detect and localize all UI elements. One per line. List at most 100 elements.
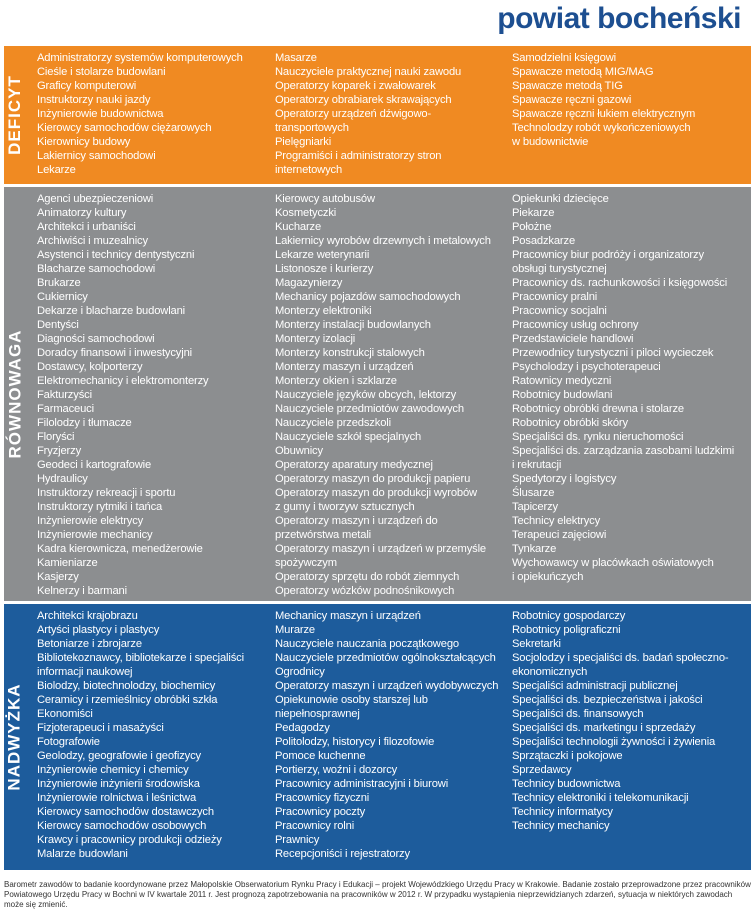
occupation-item: Asystenci i technicy dentystyczni [37, 249, 195, 261]
occupation-item: Sekretarki [512, 638, 561, 650]
occupation-item: Kamieniarze [37, 557, 98, 569]
occupation-item: Doradcy finansowi i inwestycyjni [37, 347, 192, 359]
occupation-item: Technolodzy robót wykończeniowych w budo… [512, 122, 691, 148]
occupation-item: Ceramicy i rzemieślnicy obróbki szkła [37, 694, 218, 706]
nadwyzka-label: NADWYŻKA [5, 683, 24, 791]
occupation-item: Kasjerzy [37, 571, 79, 583]
occupation-item: Instruktorzy rekreacji i sportu [37, 487, 176, 499]
occupation-item: Inżynierowie inżynierii środowiska [37, 778, 200, 790]
occupation-item: Pedagodzy [275, 722, 330, 734]
occupation-item: Technicy elektrycy [512, 515, 601, 527]
rownowaga-label: RÓWNOWAGA [5, 329, 24, 459]
occupation-item: Kierowcy samochodów dostawczych [37, 806, 214, 818]
occupation-item: Pracownicy ds. rachunkowości i księgowoś… [512, 277, 728, 289]
occupation-item: Nauczyciele przedszkoli [275, 417, 391, 429]
occupation-item: Ślusarze [512, 487, 555, 499]
occupation-item: Fryzjerzy [37, 445, 82, 457]
occupation-item: Cukiernicy [37, 291, 88, 303]
rownowaga-section: RÓWNOWAGA Agenci ubezpieczeniowi Animator… [4, 187, 751, 601]
occupation-item: Kierowcy autobusów [275, 193, 375, 205]
occupation-item: Inżynierowie chemicy i chemicy [37, 764, 189, 776]
deficyt-column-2: Masarze Nauczyciele praktycznej nauki zaw… [275, 51, 510, 177]
occupation-item: Specjaliści technologii żywności i żywie… [512, 736, 716, 748]
occupation-item: Obuwnicy [275, 445, 323, 457]
occupation-item: Pracownicy socjalni [512, 305, 607, 317]
occupation-item: Pracownicy pralni [512, 291, 598, 303]
occupation-item: Inżynierowie budownictwa [37, 108, 164, 120]
occupation-item: Monterzy konstrukcji stalowych [275, 347, 425, 359]
occupation-item: Magazynierzy [275, 277, 343, 289]
footer-note: Barometr zawodów to badanie koordynowane… [4, 880, 751, 909]
nadwyzka-column-2: Mechanicy maszyn i urządzeń Murarze Nauczy… [275, 609, 510, 861]
occupation-item: Specjaliści ds. bezpieczeństwa i jakości [512, 694, 703, 706]
occupation-item: Kadra kierownicza, menedżerowie [37, 543, 203, 555]
occupation-item: Bibliotekoznawcy, bibliotekarze i specja… [37, 652, 244, 678]
occupation-item: Ekonomiści [37, 708, 93, 720]
occupation-item: Farmaceuci [37, 403, 94, 415]
occupation-item: Brukarze [37, 277, 81, 289]
occupation-item: Operatorzy wózków podnośnikowych [275, 585, 455, 597]
occupation-item: Fakturzyści [37, 389, 92, 401]
occupation-item: Kelnerzy i barmani [37, 585, 127, 597]
occupation-item: Recepcjoniści i rejestratorzy [275, 848, 410, 860]
deficyt-section: DEFICYT Administratorzy systemów kompute… [4, 46, 751, 184]
occupation-item: Inżynierowie mechanicy [37, 529, 153, 541]
occupation-item: Wychowawcy w placówkach oświatowych i op… [512, 557, 714, 583]
occupation-item: Portierzy, woźni i dozorcy [275, 764, 398, 776]
occupation-item: Sprzątaczki i pokojowe [512, 750, 623, 762]
occupation-item: Robotnicy poligraficzni [512, 624, 621, 636]
occupation-item: Samodzielni księgowi [512, 52, 616, 64]
occupation-item: Betoniarze i zbrojarze [37, 638, 142, 650]
occupation-item: Robotnicy obróbki drewna i stolarze [512, 403, 684, 415]
occupation-item: Programiści i administratorzy stron inte… [275, 150, 442, 176]
nadwyzka-column-1: Architekci krajobrazu Artyści plastycy i … [37, 609, 272, 861]
occupation-item: Architekci krajobrazu [37, 610, 138, 622]
occupation-item: Kosmetyczki [275, 207, 337, 219]
rownowaga-label-wrap: RÓWNOWAGA [4, 187, 26, 601]
occupation-item: Nauczyciele praktycznej nauki zawodu [275, 66, 462, 78]
occupation-item: Filolodzy i tłumacze [37, 417, 132, 429]
occupation-item: Inżynierowie rolnictwa i leśnictwa [37, 792, 197, 804]
occupation-item: Operatorzy urządzeń dźwigowo- transporto… [275, 108, 432, 134]
occupation-item: Monterzy maszyn i urządzeń [275, 361, 414, 373]
occupation-item: Kierowcy samochodów ciężarowych [37, 122, 212, 134]
occupation-item: Pracownicy administracyjni i biurowi [275, 778, 449, 790]
occupation-item: Diagności samochodowi [37, 333, 155, 345]
occupation-item: Operatorzy maszyn i urządzeń w przemyśle… [275, 543, 486, 569]
occupation-item: Lekarze [37, 164, 76, 176]
occupation-item: Operatorzy aparatury medycznej [275, 459, 433, 471]
occupation-item: Psycholodzy i psychoterapeuci [512, 361, 661, 373]
occupation-item: Geodeci i kartografowie [37, 459, 152, 471]
occupation-item: Operatorzy maszyn i urządzeń wydobywczyc… [275, 680, 499, 692]
occupation-item: Technicy informatycy [512, 806, 613, 818]
occupation-item: Dostawcy, kolporterzy [37, 361, 143, 373]
occupation-item: Technicy mechanicy [512, 820, 610, 832]
occupation-item: Technicy elektroniki i telekomunikacji [512, 792, 689, 804]
deficyt-column-3: Samodzielni księgowi Spawacze metodą MIG/… [512, 51, 752, 149]
occupation-item: Graficy komputerowi [37, 80, 137, 92]
occupation-item: Operatorzy maszyn do produkcji papieru [275, 473, 471, 485]
occupation-item: Elektromechanicy i elektromonterzy [37, 375, 209, 387]
occupation-item: Spedytorzy i logistycy [512, 473, 617, 485]
occupation-item: Piekarze [512, 207, 555, 219]
occupation-item: Hydraulicy [37, 473, 88, 485]
occupation-item: Spawacze metodą MIG/MAG [512, 66, 654, 78]
occupation-item: Nauczyciele przedmiotów ogólnokształcący… [275, 652, 496, 664]
occupation-item: Lekarze weterynarii [275, 249, 370, 261]
occupation-item: Robotnicy budowlani [512, 389, 613, 401]
occupation-item: Specjaliści ds. marketingu i sprzedaży [512, 722, 696, 734]
occupation-item: Archiwiści i muzealnicy [37, 235, 148, 247]
occupation-item: Lakiernicy samochodowi [37, 150, 156, 162]
occupation-item: Kucharze [275, 221, 322, 233]
occupation-item: Masarze [275, 52, 317, 64]
occupation-item: Spawacze metodą TIG [512, 80, 623, 92]
occupation-item: Nauczyciele nauczania początkowego [275, 638, 459, 650]
occupation-item: Pracownicy poczty [275, 806, 366, 818]
occupation-item: Mechanicy maszyn i urządzeń [275, 610, 421, 622]
occupation-item: Posadzkarze [512, 235, 576, 247]
occupation-item: Nauczyciele przedmiotów zawodowych [275, 403, 464, 415]
occupation-item: Nauczyciele szkół specjalnych [275, 431, 422, 443]
occupation-item: Instruktorzy nauki jazdy [37, 94, 151, 106]
occupation-item: Specjaliści administracji publicznej [512, 680, 678, 692]
occupation-item: Pracownicy rolni [275, 820, 355, 832]
